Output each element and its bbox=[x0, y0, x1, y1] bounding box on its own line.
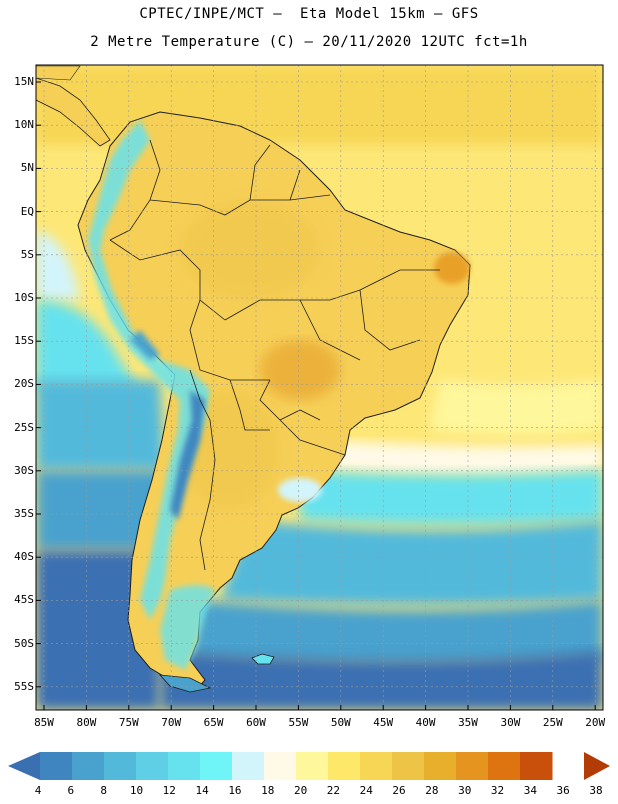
colorbar-label: 38 bbox=[589, 784, 603, 797]
lat-label: 5N bbox=[20, 161, 34, 175]
lat-label: 40S bbox=[14, 550, 34, 564]
colorbar-label: 12 bbox=[162, 784, 176, 797]
uruguay-cool bbox=[278, 478, 322, 502]
colorbar-cell bbox=[520, 752, 553, 780]
ocean-atlantic-cyan bbox=[300, 470, 603, 525]
lon-label: 85W bbox=[34, 716, 54, 729]
lon-label: 45W bbox=[373, 716, 394, 729]
lat-label: 35S bbox=[14, 507, 34, 520]
colorbar-cell bbox=[72, 752, 105, 780]
colorbar-cell bbox=[200, 752, 233, 780]
colorbar-label: 22 bbox=[326, 784, 341, 797]
colorbar-cell bbox=[424, 752, 457, 780]
country-borders bbox=[109, 139, 440, 571]
colorbar-cell bbox=[40, 752, 73, 780]
ocean-band-24 bbox=[430, 380, 603, 435]
colorbar-label: 26 bbox=[392, 784, 406, 797]
colorbar-cell bbox=[296, 752, 329, 780]
ocean-atlantic-cold bbox=[160, 650, 603, 710]
lon-label: 55W bbox=[288, 716, 309, 729]
lat-label: 30S bbox=[14, 463, 34, 477]
lat-label: 50S bbox=[14, 636, 34, 650]
map-frame bbox=[35, 64, 604, 711]
colorbar-label: 24 bbox=[359, 784, 373, 797]
lon-label: 60W bbox=[246, 716, 266, 729]
andes-cold-peru bbox=[130, 330, 160, 360]
colorbar-label: 18 bbox=[261, 784, 275, 797]
yucatan bbox=[36, 65, 81, 81]
colorbar-cell bbox=[168, 752, 201, 780]
lat-label: 10S bbox=[14, 291, 34, 304]
lon-label: 25W bbox=[542, 716, 563, 729]
chart-title-line-2: 2 Metre Temperature (C) – 20/11/2020 12U… bbox=[90, 34, 528, 50]
colorbar-max-arrow bbox=[584, 752, 610, 780]
patagonia-cool bbox=[160, 585, 215, 670]
colorbar-label: 32 bbox=[490, 784, 505, 797]
colorbar-cell bbox=[328, 752, 361, 780]
map-field bbox=[36, 65, 603, 710]
falkland-islands bbox=[251, 653, 275, 665]
ocean-atlantic-mild bbox=[220, 520, 603, 605]
lat-label: 15S bbox=[14, 334, 34, 348]
lon-label: 40W bbox=[415, 716, 436, 729]
ocean-pacific-pale bbox=[36, 230, 80, 300]
chart-title-line-1: CPTEC/INPE/MCT – Eta Model 15km – GFS bbox=[139, 6, 479, 22]
colorbar-cell bbox=[232, 752, 265, 780]
lon-label: 35W bbox=[458, 716, 478, 729]
lat-label: 5S bbox=[20, 247, 34, 261]
central-america bbox=[36, 77, 111, 147]
andes-cold-core bbox=[170, 390, 205, 520]
ocean-pacific-mild bbox=[36, 380, 165, 470]
ocean-atlantic-cool bbox=[190, 600, 603, 665]
colorbar-label: 36 bbox=[556, 784, 570, 797]
lat-label: 10N bbox=[14, 118, 34, 132]
colorbar-label: 8 bbox=[100, 784, 107, 797]
lon-label: 75W bbox=[118, 716, 139, 729]
lat-label: 15N bbox=[14, 75, 34, 88]
axis-ticks bbox=[36, 81, 596, 710]
lon-label: 50W bbox=[330, 716, 351, 729]
colorbar-label: 34 bbox=[523, 784, 537, 797]
colorbar-label: 6 bbox=[67, 784, 75, 797]
colorbar-label: 4 bbox=[34, 784, 42, 797]
colorbar-label: 20 bbox=[293, 784, 308, 797]
lat-label: 25S bbox=[14, 420, 34, 434]
lon-label: 70W bbox=[161, 716, 182, 729]
colorbar-cells bbox=[40, 752, 553, 780]
ocean-pacific-cyan bbox=[36, 300, 140, 390]
lon-label: 30W bbox=[500, 716, 521, 729]
warm-amazon bbox=[180, 200, 320, 300]
lon-label: 80W bbox=[76, 716, 97, 729]
colorbar-cell bbox=[488, 752, 521, 780]
colorbar-cell bbox=[264, 752, 297, 780]
colorbar-cell bbox=[392, 752, 425, 780]
lat-label: EQ bbox=[20, 204, 34, 218]
colorbar bbox=[8, 752, 610, 780]
colorbar-label: 14 bbox=[195, 784, 209, 797]
hot-spot-pantanal bbox=[260, 340, 340, 400]
colorbar-label: 10 bbox=[129, 784, 144, 797]
hot-spot-northeast bbox=[434, 252, 470, 284]
tierra-del-fuego bbox=[159, 674, 212, 693]
lat-label: 20S bbox=[14, 377, 34, 391]
ocean-pacific-cool bbox=[36, 470, 170, 550]
colorbar-min-arrow bbox=[8, 752, 40, 780]
lat-label: 45S bbox=[14, 593, 34, 607]
lon-label: 65W bbox=[203, 716, 224, 729]
colorbar-label: 28 bbox=[425, 784, 439, 797]
colorbar-label: 16 bbox=[228, 784, 242, 797]
colorbar-cell bbox=[456, 752, 489, 780]
colorbar-cell bbox=[104, 752, 137, 780]
lat-label: 55S bbox=[14, 679, 34, 693]
colorbar-cell bbox=[136, 752, 169, 780]
colorbar-label: 30 bbox=[458, 784, 472, 797]
lon-label: 20W bbox=[585, 716, 606, 729]
colorbar-cell bbox=[360, 752, 393, 780]
ocean-band-22 bbox=[330, 440, 603, 475]
